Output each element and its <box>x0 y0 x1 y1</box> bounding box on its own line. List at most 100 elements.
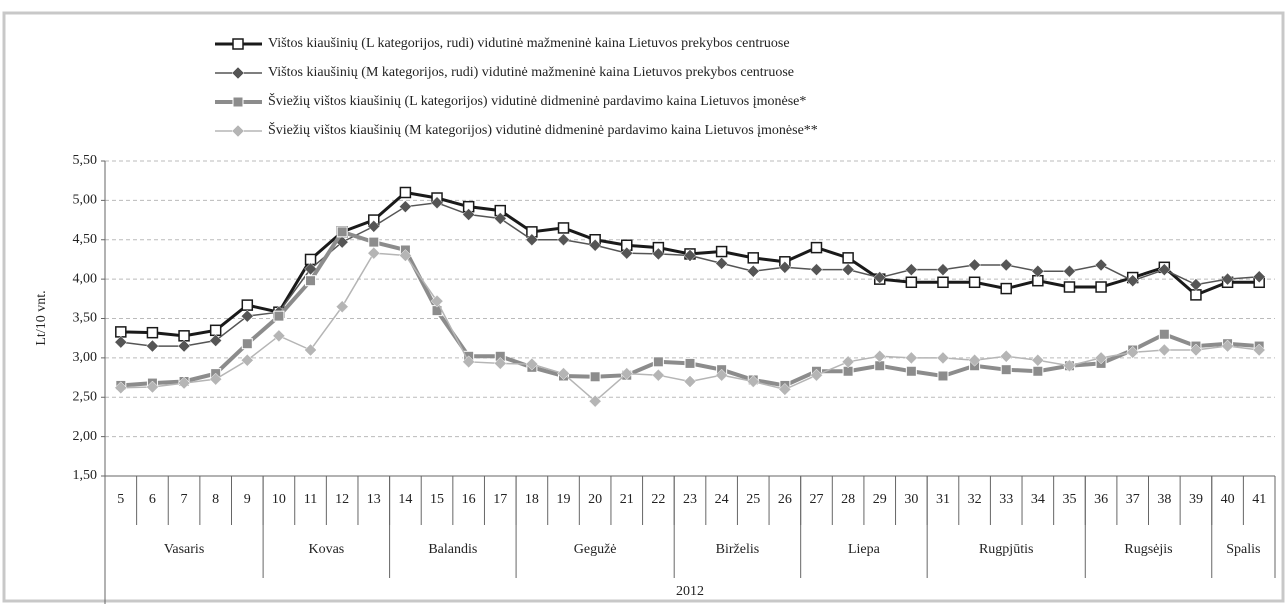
x-tick-label: 13 <box>367 492 381 507</box>
legend-marker <box>232 96 244 108</box>
data-point <box>841 355 855 369</box>
x-tick-label: 28 <box>841 492 855 507</box>
data-point <box>272 329 286 343</box>
data-point <box>114 381 128 395</box>
data-point <box>1157 343 1171 357</box>
x-tick-label: 11 <box>304 492 317 507</box>
month-label: Rugsėjis <box>1124 542 1172 557</box>
data-point <box>810 241 823 254</box>
data-point <box>746 264 760 278</box>
data-point <box>493 212 507 225</box>
data-point <box>1221 272 1234 286</box>
data-point <box>336 226 348 238</box>
x-tick-label: 12 <box>335 492 349 507</box>
x-tick-label: 10 <box>272 492 286 507</box>
data-point <box>810 263 823 277</box>
x-tick-label: 15 <box>430 492 444 507</box>
x-tick-label: 7 <box>181 492 188 507</box>
month-label: Liepa <box>848 542 881 557</box>
data-point <box>873 349 887 363</box>
x-tick-label: 6 <box>149 492 156 507</box>
x-tick-label: 5 <box>117 492 124 507</box>
data-point <box>778 383 792 396</box>
data-point <box>399 200 412 214</box>
data-point <box>652 356 664 368</box>
x-tick-label: 19 <box>557 492 571 507</box>
data-point <box>146 339 159 353</box>
data-point <box>683 375 697 388</box>
data-point <box>652 368 665 382</box>
x-tick-label: 23 <box>683 492 697 507</box>
data-point <box>335 300 349 314</box>
x-tick-label: 20 <box>588 492 602 507</box>
data-point <box>1189 343 1203 357</box>
data-point <box>304 343 317 357</box>
data-point <box>304 262 317 276</box>
data-point <box>367 246 381 260</box>
data-point <box>715 245 728 258</box>
x-tick-label: 27 <box>809 492 823 507</box>
data-point <box>936 263 950 277</box>
data-point <box>1221 339 1234 353</box>
data-point <box>241 299 254 311</box>
data-point <box>209 372 223 386</box>
data-point <box>1000 364 1012 376</box>
data-point <box>620 367 634 380</box>
x-tick-label: 35 <box>1062 492 1076 507</box>
data-point <box>115 326 127 338</box>
month-label: Kovas <box>308 542 344 557</box>
data-point <box>367 220 381 233</box>
y-tick-label: 3,50 <box>73 311 98 326</box>
x-tick-label: 14 <box>398 492 412 507</box>
data-point <box>241 338 253 350</box>
x-tick-label: 17 <box>493 492 507 507</box>
data-point <box>620 246 634 260</box>
legend-marker <box>231 124 245 138</box>
data-point <box>842 252 854 264</box>
y-tick-label: 5,50 <box>73 153 98 168</box>
data-point <box>399 186 412 199</box>
data-point <box>999 349 1013 363</box>
data-point <box>589 371 601 383</box>
y-tick-label: 5,00 <box>73 193 98 208</box>
month-label: Vasaris <box>164 542 204 557</box>
y-tick-label: 2,50 <box>73 389 98 404</box>
x-tick-label: 29 <box>873 492 887 507</box>
data-point <box>399 249 412 262</box>
data-point <box>1157 263 1171 277</box>
data-point <box>1094 351 1108 365</box>
data-point <box>810 368 823 382</box>
data-point <box>1094 258 1108 272</box>
y-tick-label: 4,50 <box>73 232 98 247</box>
legend-marker <box>231 66 245 80</box>
data-point <box>1158 328 1170 340</box>
data-point <box>1095 281 1107 293</box>
month-label: Balandis <box>428 542 477 557</box>
year-label: 2012 <box>676 584 704 599</box>
data-point <box>1189 278 1203 291</box>
data-point <box>146 380 159 394</box>
x-tick-label: 25 <box>746 492 760 507</box>
y-axis-label: Lt/10 vnt. <box>34 290 49 345</box>
data-point <box>904 263 918 277</box>
x-tick-label: 33 <box>999 492 1013 507</box>
data-point <box>652 247 665 261</box>
data-point <box>177 339 191 353</box>
data-point <box>557 367 570 380</box>
y-tick-label: 3,00 <box>73 350 98 365</box>
data-point <box>525 357 539 371</box>
data-point <box>1032 365 1044 377</box>
data-point <box>588 238 602 252</box>
y-tick-label: 1,50 <box>73 468 98 483</box>
x-tick-label: 34 <box>1031 492 1045 507</box>
data-point <box>778 260 792 274</box>
data-point <box>240 353 254 367</box>
x-tick-label: 9 <box>244 492 251 507</box>
data-point <box>1000 282 1012 295</box>
series-line <box>120 190 1260 338</box>
data-point <box>588 394 602 408</box>
data-point <box>1190 289 1202 301</box>
data-point <box>114 335 128 349</box>
x-tick-label: 24 <box>715 492 729 507</box>
